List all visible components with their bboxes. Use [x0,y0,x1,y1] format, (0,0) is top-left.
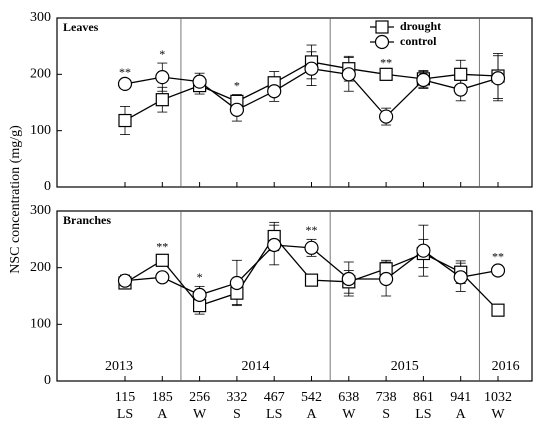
x-tick-label: 738 [376,390,397,405]
marker [304,240,319,255]
marker [229,275,244,291]
legend-marker [374,34,390,50]
marker [155,253,169,267]
marker [118,113,132,128]
season-label: W [193,407,207,422]
x-tick-label: 638 [338,390,359,405]
significance-label: * [159,47,165,61]
marker [229,102,244,117]
year-label: 2016 [492,359,520,374]
y-tick-label: 200 [30,67,51,82]
x-tick-label: 542 [301,390,322,405]
season-label: W [342,407,356,422]
season-label: S [382,407,390,422]
season-label: A [456,407,467,422]
marker [453,270,468,285]
marker [379,109,394,124]
significance-label: * [234,78,240,92]
marker [454,67,468,81]
y-axis-label: NSC concentration (mg/g) [8,125,23,274]
x-tick-label: 332 [226,390,247,405]
marker [155,93,169,107]
marker [192,287,207,302]
marker [304,61,319,76]
significance-label: ** [380,55,392,69]
year-label: 2015 [391,359,419,374]
significance-label: ** [306,223,318,237]
y-tick-label: 300 [30,203,51,218]
marker [416,72,431,88]
marker [453,82,468,97]
y-tick-label: 100 [30,123,51,138]
y-tick-label: 300 [30,10,51,25]
significance-label: ** [156,240,168,254]
season-label: LS [415,407,431,422]
x-tick-label: 861 [413,390,434,405]
y-tick-label: 0 [44,179,51,194]
x-tick-label: 1032 [484,390,512,405]
season-label: A [157,407,168,422]
marker [416,243,431,258]
year-label: 2014 [242,359,270,374]
y-tick-label: 200 [30,260,51,275]
marker [155,270,170,285]
marker [117,76,133,92]
marker [304,273,319,287]
marker [267,84,282,99]
marker [379,271,394,287]
season-label: W [491,407,505,422]
legend-marker [375,20,389,34]
marker [192,74,207,89]
significance-label: * [197,270,203,284]
marker [341,271,356,287]
marker [267,237,282,253]
season-label: LS [266,407,282,422]
marker [490,71,506,86]
y-tick-label: 0 [44,373,51,388]
x-tick-label: 941 [450,390,471,405]
plot-frame [56,17,533,188]
legend-label: control [400,34,437,48]
significance-label: ** [492,250,504,264]
season-label: LS [117,407,133,422]
y-tick-label: 100 [30,317,51,332]
x-tick-label: 467 [264,390,285,405]
plot-frame [56,210,533,382]
marker [117,273,133,288]
marker [155,70,170,85]
marker [490,263,506,278]
significance-label: ** [119,65,131,79]
season-label: S [233,407,241,422]
x-tick-label: 115 [115,390,135,405]
marker [341,67,356,82]
panel-title: Branches [63,213,111,227]
marker [491,303,505,317]
panel-title: Leaves [63,20,99,34]
legend-label: drought [400,19,441,33]
x-tick-label: 256 [189,390,210,405]
x-tick-label: 185 [152,390,173,405]
marker [379,67,393,81]
year-label: 2013 [105,359,133,374]
season-label: A [306,407,317,422]
